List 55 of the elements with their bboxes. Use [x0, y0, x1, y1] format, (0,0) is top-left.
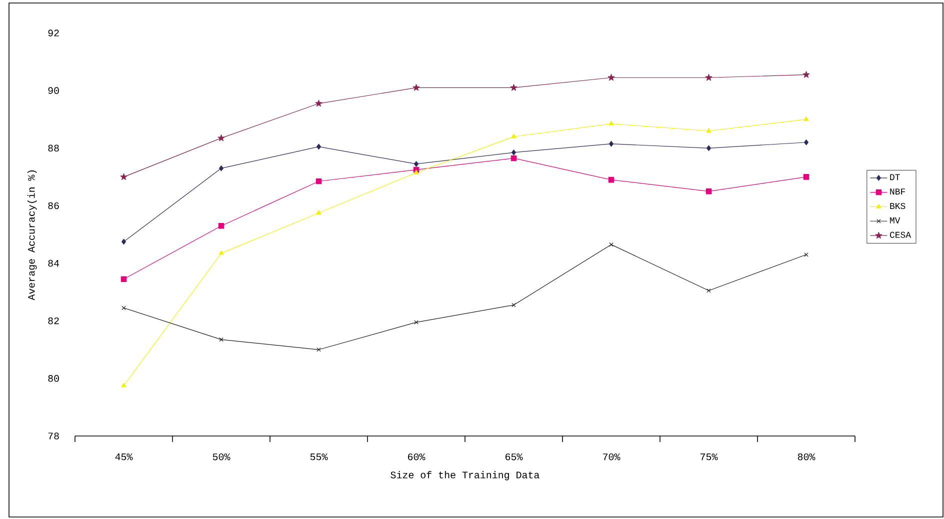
legend-label: MV [890, 217, 900, 224]
point [510, 84, 518, 91]
y-axis-title: Average Accuracy(in %) [27, 170, 37, 300]
x-tick-label: 50% [212, 453, 230, 460]
y-tick-label: 78 [48, 432, 59, 440]
point [512, 150, 516, 156]
point [218, 134, 225, 142]
x-tick-label: 60% [408, 453, 426, 460]
point [316, 210, 322, 215]
point [706, 128, 712, 132]
point [705, 74, 712, 81]
y-tick-label: 92 [48, 30, 59, 36]
point [120, 276, 127, 282]
y-tick-label: 80 [48, 375, 59, 382]
point [706, 288, 711, 293]
x-tick-label: 65% [506, 453, 523, 460]
point [412, 84, 420, 91]
point [414, 320, 418, 324]
legend-label: BKS [890, 202, 906, 210]
point [121, 382, 126, 388]
point [608, 120, 614, 126]
point [802, 71, 810, 78]
x-axis-title: Size of the Training Data [390, 471, 540, 480]
y-tick-label: 84 [48, 260, 60, 267]
x-tick-label: 80% [798, 453, 816, 460]
point [512, 302, 516, 308]
point [316, 178, 322, 184]
legend-label: CESA [890, 232, 912, 238]
point [218, 222, 224, 229]
point [706, 188, 712, 194]
y-tick-label: 86 [48, 202, 59, 210]
point [511, 134, 516, 138]
line-series [122, 242, 808, 352]
legend-label: DT [890, 174, 900, 180]
point [414, 161, 418, 167]
x-tick-label: 45% [115, 453, 133, 460]
point [414, 170, 419, 174]
point [316, 348, 321, 352]
point [803, 174, 810, 180]
x-tick-label: 70% [603, 453, 620, 460]
point [609, 242, 614, 247]
point [608, 176, 614, 183]
y-tick-label: 90 [48, 87, 59, 94]
y-tick-label: 88 [48, 144, 59, 152]
point [315, 100, 322, 107]
point [804, 116, 809, 121]
point [510, 155, 517, 162]
point [218, 250, 224, 255]
point [120, 173, 128, 180]
point [608, 74, 615, 81]
x-tick-label: 75% [700, 453, 718, 460]
legend-label: NBF [890, 188, 906, 194]
x-tick-label: 55% [310, 453, 328, 460]
y-tick-label: 82 [48, 317, 59, 324]
point [219, 337, 224, 342]
